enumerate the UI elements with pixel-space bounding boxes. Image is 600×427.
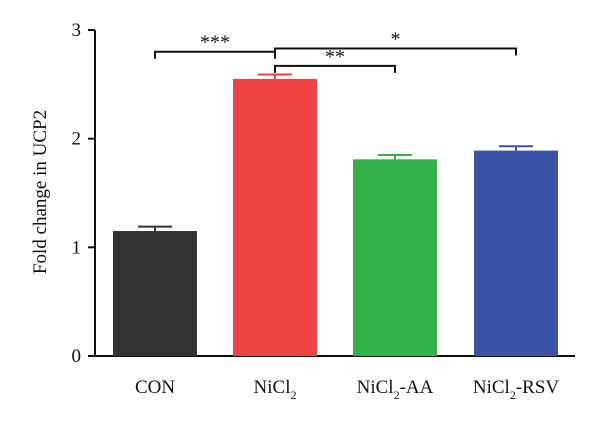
significance-bracket (274, 47, 517, 56)
y-tick-label: 2 (72, 129, 82, 150)
bars: CON NiCl2 NiCl2-AA NiCl2-RSV (113, 73, 560, 402)
x-tick-label-subscript: 2 (394, 388, 400, 402)
x-tick-label: NiCl2-RSV (473, 377, 560, 402)
y-tick-label: 3 (72, 20, 82, 41)
x-tick-label-base: NiCl (473, 377, 510, 398)
y-tick-label: 0 (72, 346, 82, 367)
x-tick-label-suffix: -RSV (516, 377, 560, 398)
y-axis-label: Fold change in UCP2 (30, 110, 51, 274)
x-tick-label-suffix: -AA (400, 377, 434, 398)
bar (474, 150, 558, 356)
x-tick-label: NiCl2 (254, 377, 297, 402)
bar (233, 78, 317, 357)
significance-brackets: ****** (154, 28, 517, 73)
y-tick-label: 1 (72, 237, 82, 258)
x-tick-label: CON (135, 377, 175, 398)
y-axis: 0 1 2 3 (72, 20, 96, 367)
significance-bracket (274, 64, 396, 73)
significance-label: ** (325, 46, 345, 68)
x-tick-label-subscript: 2 (510, 388, 516, 402)
significance-label: * (391, 28, 401, 50)
bar (113, 231, 197, 356)
x-tick-label: NiCl2-AA (357, 377, 434, 402)
significance-label: *** (200, 32, 230, 54)
bar (353, 159, 437, 356)
x-tick-label-base: NiCl (254, 377, 291, 398)
x-tick-label-base: NiCl (357, 377, 394, 398)
x-tick-label-subscript: 2 (290, 388, 296, 402)
x-tick-label-base: CON (135, 377, 175, 398)
